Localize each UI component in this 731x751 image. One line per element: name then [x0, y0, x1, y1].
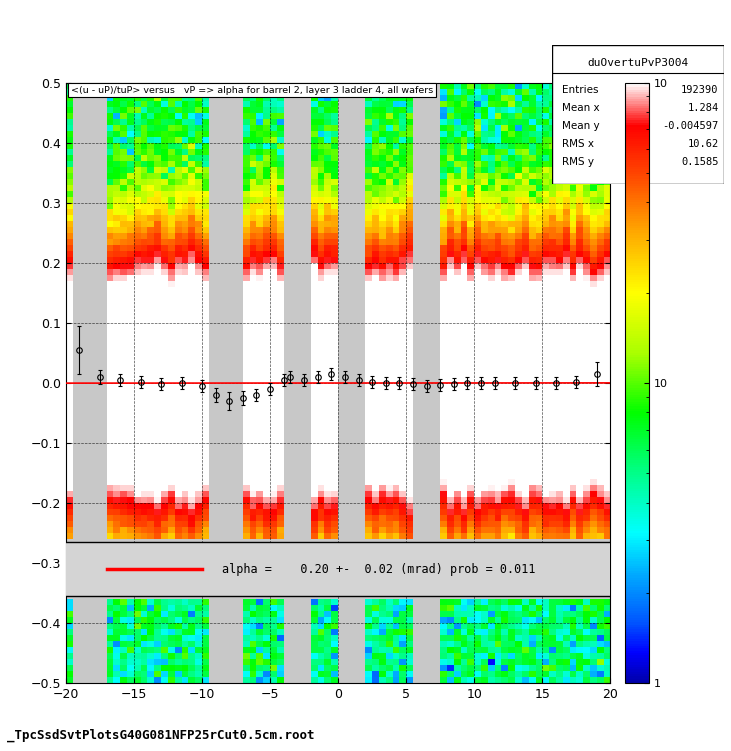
Text: -0.004597: -0.004597: [662, 121, 719, 131]
Text: _TpcSsdSvtPlotsG40G081NFP25rCut0.5cm.root: _TpcSsdSvtPlotsG40G081NFP25rCut0.5cm.roo…: [7, 728, 315, 742]
Text: Mean x: Mean x: [562, 103, 600, 113]
Text: RMS x: RMS x: [562, 139, 594, 149]
Text: Entries: Entries: [562, 85, 599, 95]
Bar: [66, 542, 610, 596]
Text: duOvertuPvP3004: duOvertuPvP3004: [587, 58, 689, 68]
Text: <(u - uP)/tuP> versus   vP => alpha for barrel 2, layer 3 ladder 4, all wafers: <(u - uP)/tuP> versus vP => alpha for ba…: [71, 86, 433, 95]
Text: alpha =    0.20 +-  0.02 (mrad) prob = 0.011: alpha = 0.20 +- 0.02 (mrad) prob = 0.011: [222, 562, 536, 576]
Text: 10.62: 10.62: [687, 139, 719, 149]
Text: Mean y: Mean y: [562, 121, 600, 131]
Text: RMS y: RMS y: [562, 157, 594, 167]
Text: 0.1585: 0.1585: [681, 157, 719, 167]
Text: 192390: 192390: [681, 85, 719, 95]
Text: 1.284: 1.284: [687, 103, 719, 113]
